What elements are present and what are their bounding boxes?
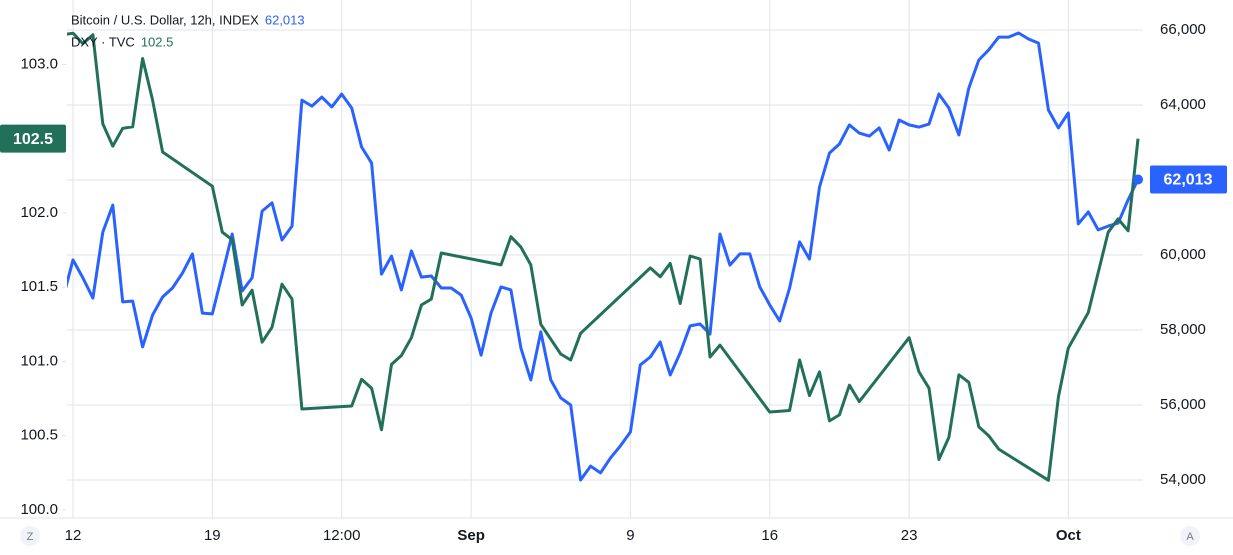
price-tag [0,124,66,153]
series-line [67,31,1140,482]
y-tick-label: 100.5 [20,427,58,444]
price-tag [1150,165,1227,194]
x-tick-label: Sep [457,527,485,544]
y-tick-label: 101.0 [20,352,58,369]
x-tick-label: Oct [1056,527,1081,544]
x-tick-label: 12 [65,527,82,544]
y-tick-label: 100.0 [20,501,58,518]
button-z[interactable]: Z [27,531,34,543]
y2-tick-label: 66,000 [1160,21,1206,38]
y-tick-label: 102.0 [20,204,58,221]
button-a[interactable]: A [1186,531,1194,543]
y2-tick-label: 64,000 [1160,96,1206,113]
legend-value: 62,013 [265,12,305,27]
price-tag-label: 102.5 [13,131,53,148]
labels: 12 19 12:00 Sep 9 16 23 Oct 54,000 56,000 58,000 60… [0,12,1227,544]
x-tick-label: 12:00 [323,527,361,544]
legend-value: 102.5 [141,34,174,49]
x-tick-label: 19 [204,527,221,544]
price-tag-label: 62,013 [1164,172,1213,189]
series-line [67,31,1140,482]
y2-tick-label: 58,000 [1160,321,1206,338]
button-bg[interactable] [1180,526,1200,546]
legend-name: Bitcoin / U.S. Dollar, 12h, INDEX [71,12,259,27]
y2-tick-label: 56,000 [1160,396,1206,413]
legend-name: DXY · TVC [71,34,135,49]
x-tick-label: 9 [626,527,634,544]
button-bg[interactable] [20,526,40,546]
last-point [1133,174,1144,185]
plot [67,31,1140,482]
y2-tick-label: 54,000 [1160,471,1206,488]
y2-tick-label: 60,000 [1160,246,1206,263]
y-tick-label: 103.0 [20,55,58,72]
y-tick-label: 101.5 [20,278,58,295]
grid [67,0,1143,518]
x-tick-label: 16 [761,527,778,544]
x-tick-label: 23 [901,527,918,544]
